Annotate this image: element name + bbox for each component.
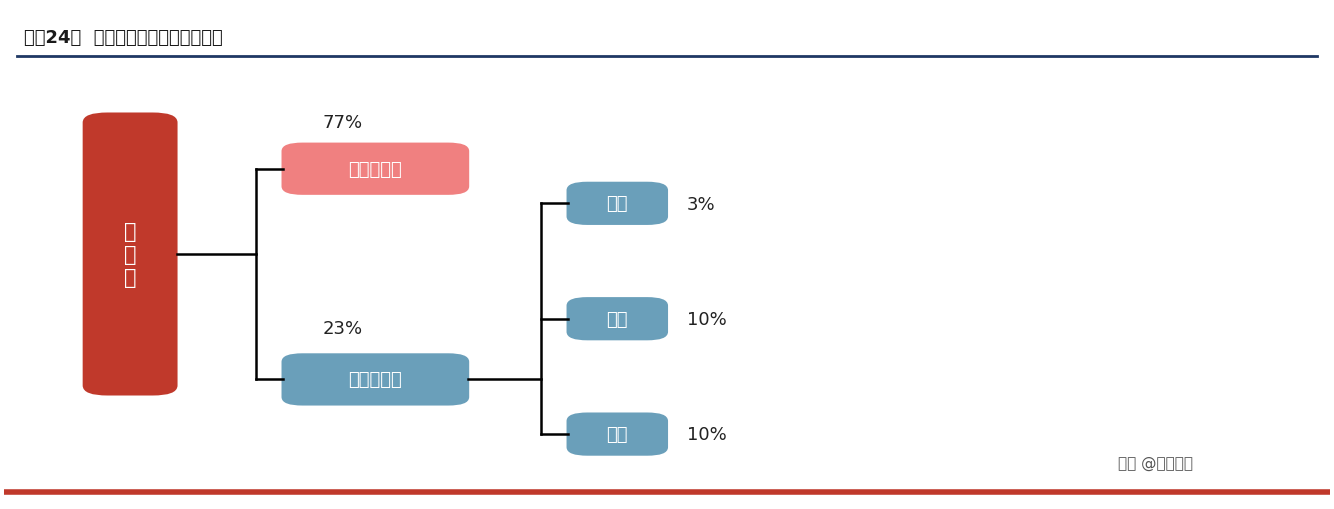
Text: 挤压: 挤压 <box>607 425 628 443</box>
Text: 10%: 10% <box>687 310 727 328</box>
Text: 铝
合
金: 铝 合 金 <box>124 221 136 288</box>
Text: 头条 @未来智库: 头条 @未来智库 <box>1118 455 1193 470</box>
Text: 锻造: 锻造 <box>607 195 628 213</box>
Text: 形变铝合金: 形变铝合金 <box>348 371 403 389</box>
FancyBboxPatch shape <box>567 299 667 340</box>
Text: 77%: 77% <box>321 114 363 132</box>
FancyBboxPatch shape <box>567 414 667 455</box>
Text: 轧制: 轧制 <box>607 310 628 328</box>
FancyBboxPatch shape <box>283 355 468 405</box>
Text: 3%: 3% <box>687 195 715 213</box>
FancyBboxPatch shape <box>84 115 176 394</box>
Text: 铸造铝合金: 铸造铝合金 <box>348 160 403 178</box>
FancyBboxPatch shape <box>567 183 667 224</box>
Text: 10%: 10% <box>687 425 727 443</box>
Text: 23%: 23% <box>321 319 363 337</box>
FancyBboxPatch shape <box>283 145 468 194</box>
Text: 图表24：  铝合金工艺分类及应用占比: 图表24： 铝合金工艺分类及应用占比 <box>24 29 223 47</box>
